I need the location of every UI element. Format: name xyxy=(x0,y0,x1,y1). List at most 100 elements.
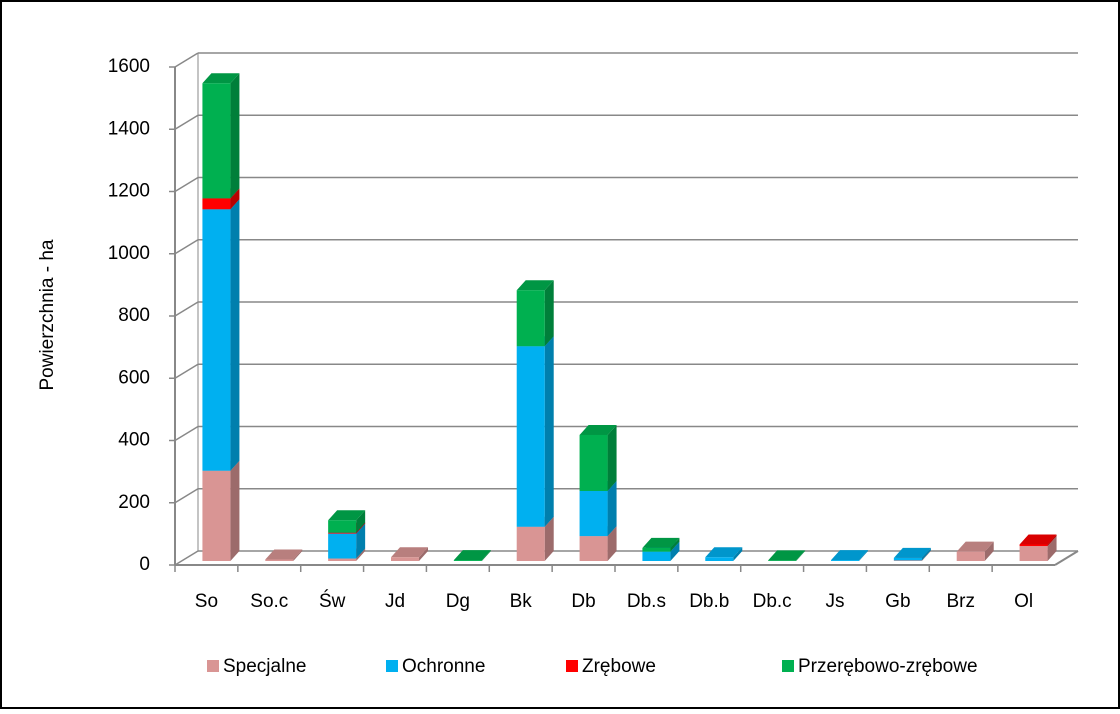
bar xyxy=(705,557,734,561)
x-tick-label: Js xyxy=(826,591,845,612)
legend-label: Przerębowo-zrębowe xyxy=(798,656,978,677)
bar xyxy=(579,434,608,491)
x-tick-label: Db.s xyxy=(627,591,666,612)
bar-side xyxy=(607,480,617,537)
x-tick-label: Db.c xyxy=(753,591,792,612)
legend-label: Ochronne xyxy=(402,656,485,677)
grid-line-side xyxy=(174,239,199,255)
bar-top xyxy=(705,547,743,558)
bar xyxy=(265,559,294,561)
grid-line-side xyxy=(174,114,199,130)
x-tick-label: Db xyxy=(571,591,595,612)
bar xyxy=(328,558,357,561)
bar-top xyxy=(1019,534,1057,545)
legend-label: Specjalne xyxy=(223,656,306,677)
bar-side xyxy=(670,537,680,552)
bar-side xyxy=(984,541,994,561)
bar-side xyxy=(921,550,931,561)
bar xyxy=(579,536,608,561)
bar-side xyxy=(481,550,491,561)
bar xyxy=(391,557,419,561)
bar xyxy=(1019,544,1048,547)
x-tick-label: So xyxy=(195,591,218,612)
y-tick-label: 200 xyxy=(118,492,150,513)
bar xyxy=(831,560,859,561)
bar xyxy=(202,83,231,199)
y-tick-label: 400 xyxy=(118,430,150,451)
bar-side xyxy=(356,548,366,561)
legend-swatch xyxy=(782,660,794,672)
bar xyxy=(516,290,545,347)
bar-side xyxy=(230,460,240,561)
x-tick-label: Bk xyxy=(510,591,533,612)
x-tick-label: Dg xyxy=(446,591,470,612)
bar-side xyxy=(859,550,868,561)
grid-line-side xyxy=(174,550,199,566)
bar xyxy=(202,209,231,471)
bar-side xyxy=(419,547,428,561)
x-tick-label: So.c xyxy=(250,591,288,612)
y-tick-label: 1400 xyxy=(108,118,150,139)
bar-top xyxy=(265,549,303,560)
bar-top xyxy=(328,510,366,521)
x-tick-label: Gb xyxy=(885,591,910,612)
bar-side xyxy=(1047,534,1057,547)
bar-side xyxy=(544,516,554,561)
bar-side xyxy=(544,336,554,527)
legend-swatch xyxy=(207,660,219,672)
grid-line-side xyxy=(174,488,199,504)
bar xyxy=(956,551,985,561)
bar xyxy=(893,560,922,561)
bar-top xyxy=(391,547,428,558)
grid-line-side xyxy=(174,363,199,379)
y-tick-label: 0 xyxy=(139,554,150,575)
y-tick-label: 800 xyxy=(118,305,150,326)
x-tick-label: Db.b xyxy=(689,591,729,612)
y-tick-label: 1000 xyxy=(108,243,150,264)
bar-side xyxy=(921,547,931,561)
bar-top xyxy=(453,550,491,561)
legend-swatch xyxy=(386,660,398,672)
y-tick-label: 600 xyxy=(118,367,150,388)
bar-side xyxy=(356,510,366,533)
bar xyxy=(328,533,357,559)
grid-line-side xyxy=(174,176,199,193)
bar-side xyxy=(796,550,806,561)
bar-side xyxy=(293,549,303,561)
y-tick-label: 1200 xyxy=(108,181,150,202)
bar xyxy=(642,551,671,561)
bar xyxy=(328,520,357,533)
y-tick-label: 1600 xyxy=(108,56,150,77)
grid-line-side xyxy=(174,52,199,68)
bar xyxy=(516,346,545,527)
grid-line-side xyxy=(174,425,199,442)
floor-right xyxy=(1054,550,1079,566)
bar-top xyxy=(768,550,806,561)
bar-side xyxy=(607,424,617,491)
x-tick-label: Brz xyxy=(946,591,975,612)
bar xyxy=(1019,546,1048,561)
bar-top xyxy=(579,424,617,435)
bar xyxy=(768,560,797,561)
y-axis-title: Powierzchnia - ha xyxy=(37,239,58,390)
bar xyxy=(328,532,357,534)
bar-side xyxy=(544,280,554,347)
bar-side xyxy=(670,541,680,561)
bar-top xyxy=(516,280,554,291)
bar-top xyxy=(642,537,680,548)
bar xyxy=(202,470,231,561)
bar-side xyxy=(607,526,617,561)
bar xyxy=(516,526,545,561)
bar-top xyxy=(893,547,931,558)
bar-side xyxy=(230,73,240,199)
x-tick-label: Jd xyxy=(385,591,405,612)
grid-line-side xyxy=(174,301,199,317)
bar xyxy=(642,547,671,552)
x-tick-label: Św xyxy=(319,590,346,612)
bar-side xyxy=(230,199,240,471)
bar-side xyxy=(356,523,366,559)
legend-label: Zrębowe xyxy=(582,656,656,677)
legend-swatch xyxy=(566,660,578,672)
